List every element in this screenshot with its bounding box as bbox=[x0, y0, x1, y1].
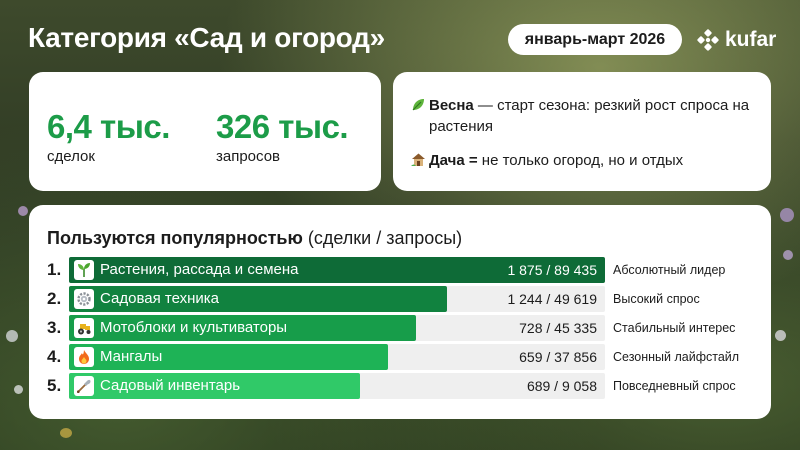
bg-bokeh bbox=[783, 250, 793, 260]
period-badge: январь-март 2026 bbox=[508, 24, 682, 55]
house-icon bbox=[411, 152, 426, 167]
popularity-heading-rest: (сделки / запросы) bbox=[302, 228, 463, 248]
kufar-logo[interactable]: kufar bbox=[697, 26, 776, 54]
notes-card: Весна — старт сезона: резкий рост спроса… bbox=[393, 72, 771, 191]
fire-icon bbox=[74, 347, 94, 367]
rank-label: 1. bbox=[47, 260, 62, 279]
value-label: 1 875 / 89 435 bbox=[507, 262, 597, 278]
bg-bokeh bbox=[6, 330, 18, 342]
description-label: Высокий спрос bbox=[613, 292, 700, 306]
leaf-icon bbox=[411, 97, 426, 112]
bg-bokeh bbox=[780, 208, 794, 222]
gear-icon bbox=[74, 289, 94, 309]
popularity-heading-bold: Пользуются популярностью bbox=[47, 228, 303, 248]
requests-label: запросов bbox=[216, 148, 281, 165]
stats-card: 6,4 тыс. сделок 326 тыс. запросов bbox=[29, 72, 381, 191]
bar-fill bbox=[69, 344, 389, 370]
bar-track: Садовая техника 1 244 / 49 619 bbox=[69, 286, 605, 312]
bar-fill bbox=[69, 286, 447, 312]
note-dacha-bold: Дача = bbox=[429, 152, 478, 169]
bar-track: Растения, рассада и семена 1 875 / 89 43… bbox=[69, 257, 605, 283]
bar-fill bbox=[69, 315, 417, 341]
bar-fill bbox=[69, 373, 360, 399]
bg-bokeh bbox=[60, 428, 72, 438]
note-spring: Весна — старт сезона: резкий рост спроса… bbox=[412, 95, 759, 137]
kufar-logo-icon bbox=[697, 29, 719, 51]
bar-track: Мотоблоки и культиваторы 728 / 45 335 bbox=[69, 315, 605, 341]
bar-fill bbox=[69, 257, 605, 283]
deals-value: 6,4 тыс. bbox=[47, 108, 170, 145]
tractor-icon bbox=[74, 318, 94, 338]
note-dacha: Дача = не только огород, но и отдых bbox=[411, 150, 759, 171]
rank-label: 2. bbox=[47, 289, 62, 308]
sprout-icon bbox=[74, 260, 94, 280]
description-label: Сезонный лайфстайл bbox=[613, 350, 740, 364]
deals-label: сделок bbox=[47, 148, 95, 165]
note-dacha-text: не только огород, но и отдых bbox=[477, 152, 684, 169]
popularity-card: Пользуются популярностью (сделки / запро… bbox=[29, 205, 771, 419]
description-label: Повседневный спрос bbox=[613, 379, 736, 393]
rank-label: 3. bbox=[47, 318, 62, 337]
page-title: Категория «Сад и огород» bbox=[28, 22, 385, 53]
popularity-heading: Пользуются популярностью (сделки / запро… bbox=[47, 228, 462, 249]
category-label: Садовый инвентарь bbox=[100, 377, 241, 394]
rank-label: 5. bbox=[47, 376, 62, 395]
bg-bokeh bbox=[18, 206, 28, 216]
category-label: Мотоблоки и культиваторы bbox=[100, 319, 288, 336]
category-label: Растения, рассада и семена bbox=[100, 261, 299, 278]
logo-text: kufar bbox=[725, 28, 777, 51]
note-spring-text: — старт сезона: резкий рост спроса на ра… bbox=[429, 97, 750, 135]
shovel-icon bbox=[74, 376, 94, 396]
value-label: 689 / 9 058 bbox=[526, 378, 597, 394]
bg-bokeh bbox=[775, 330, 786, 341]
category-label: Мангалы bbox=[100, 348, 163, 365]
value-label: 728 / 45 335 bbox=[519, 320, 597, 336]
description-label: Стабильный интерес bbox=[613, 321, 736, 335]
rank-label: 4. bbox=[47, 347, 62, 366]
bg-bokeh bbox=[14, 385, 23, 394]
requests-value: 326 тыс. bbox=[216, 108, 349, 145]
note-spring-bold: Весна bbox=[429, 97, 474, 114]
description-label: Абсолютный лидер bbox=[613, 263, 726, 277]
category-label: Садовая техника bbox=[100, 290, 219, 307]
bar-track: Мангалы 659 / 37 856 bbox=[69, 344, 605, 370]
value-label: 1 244 / 49 619 bbox=[507, 291, 597, 307]
value-label: 659 / 37 856 bbox=[519, 349, 597, 365]
bar-track: Садовый инвентарь 689 / 9 058 bbox=[69, 373, 605, 399]
